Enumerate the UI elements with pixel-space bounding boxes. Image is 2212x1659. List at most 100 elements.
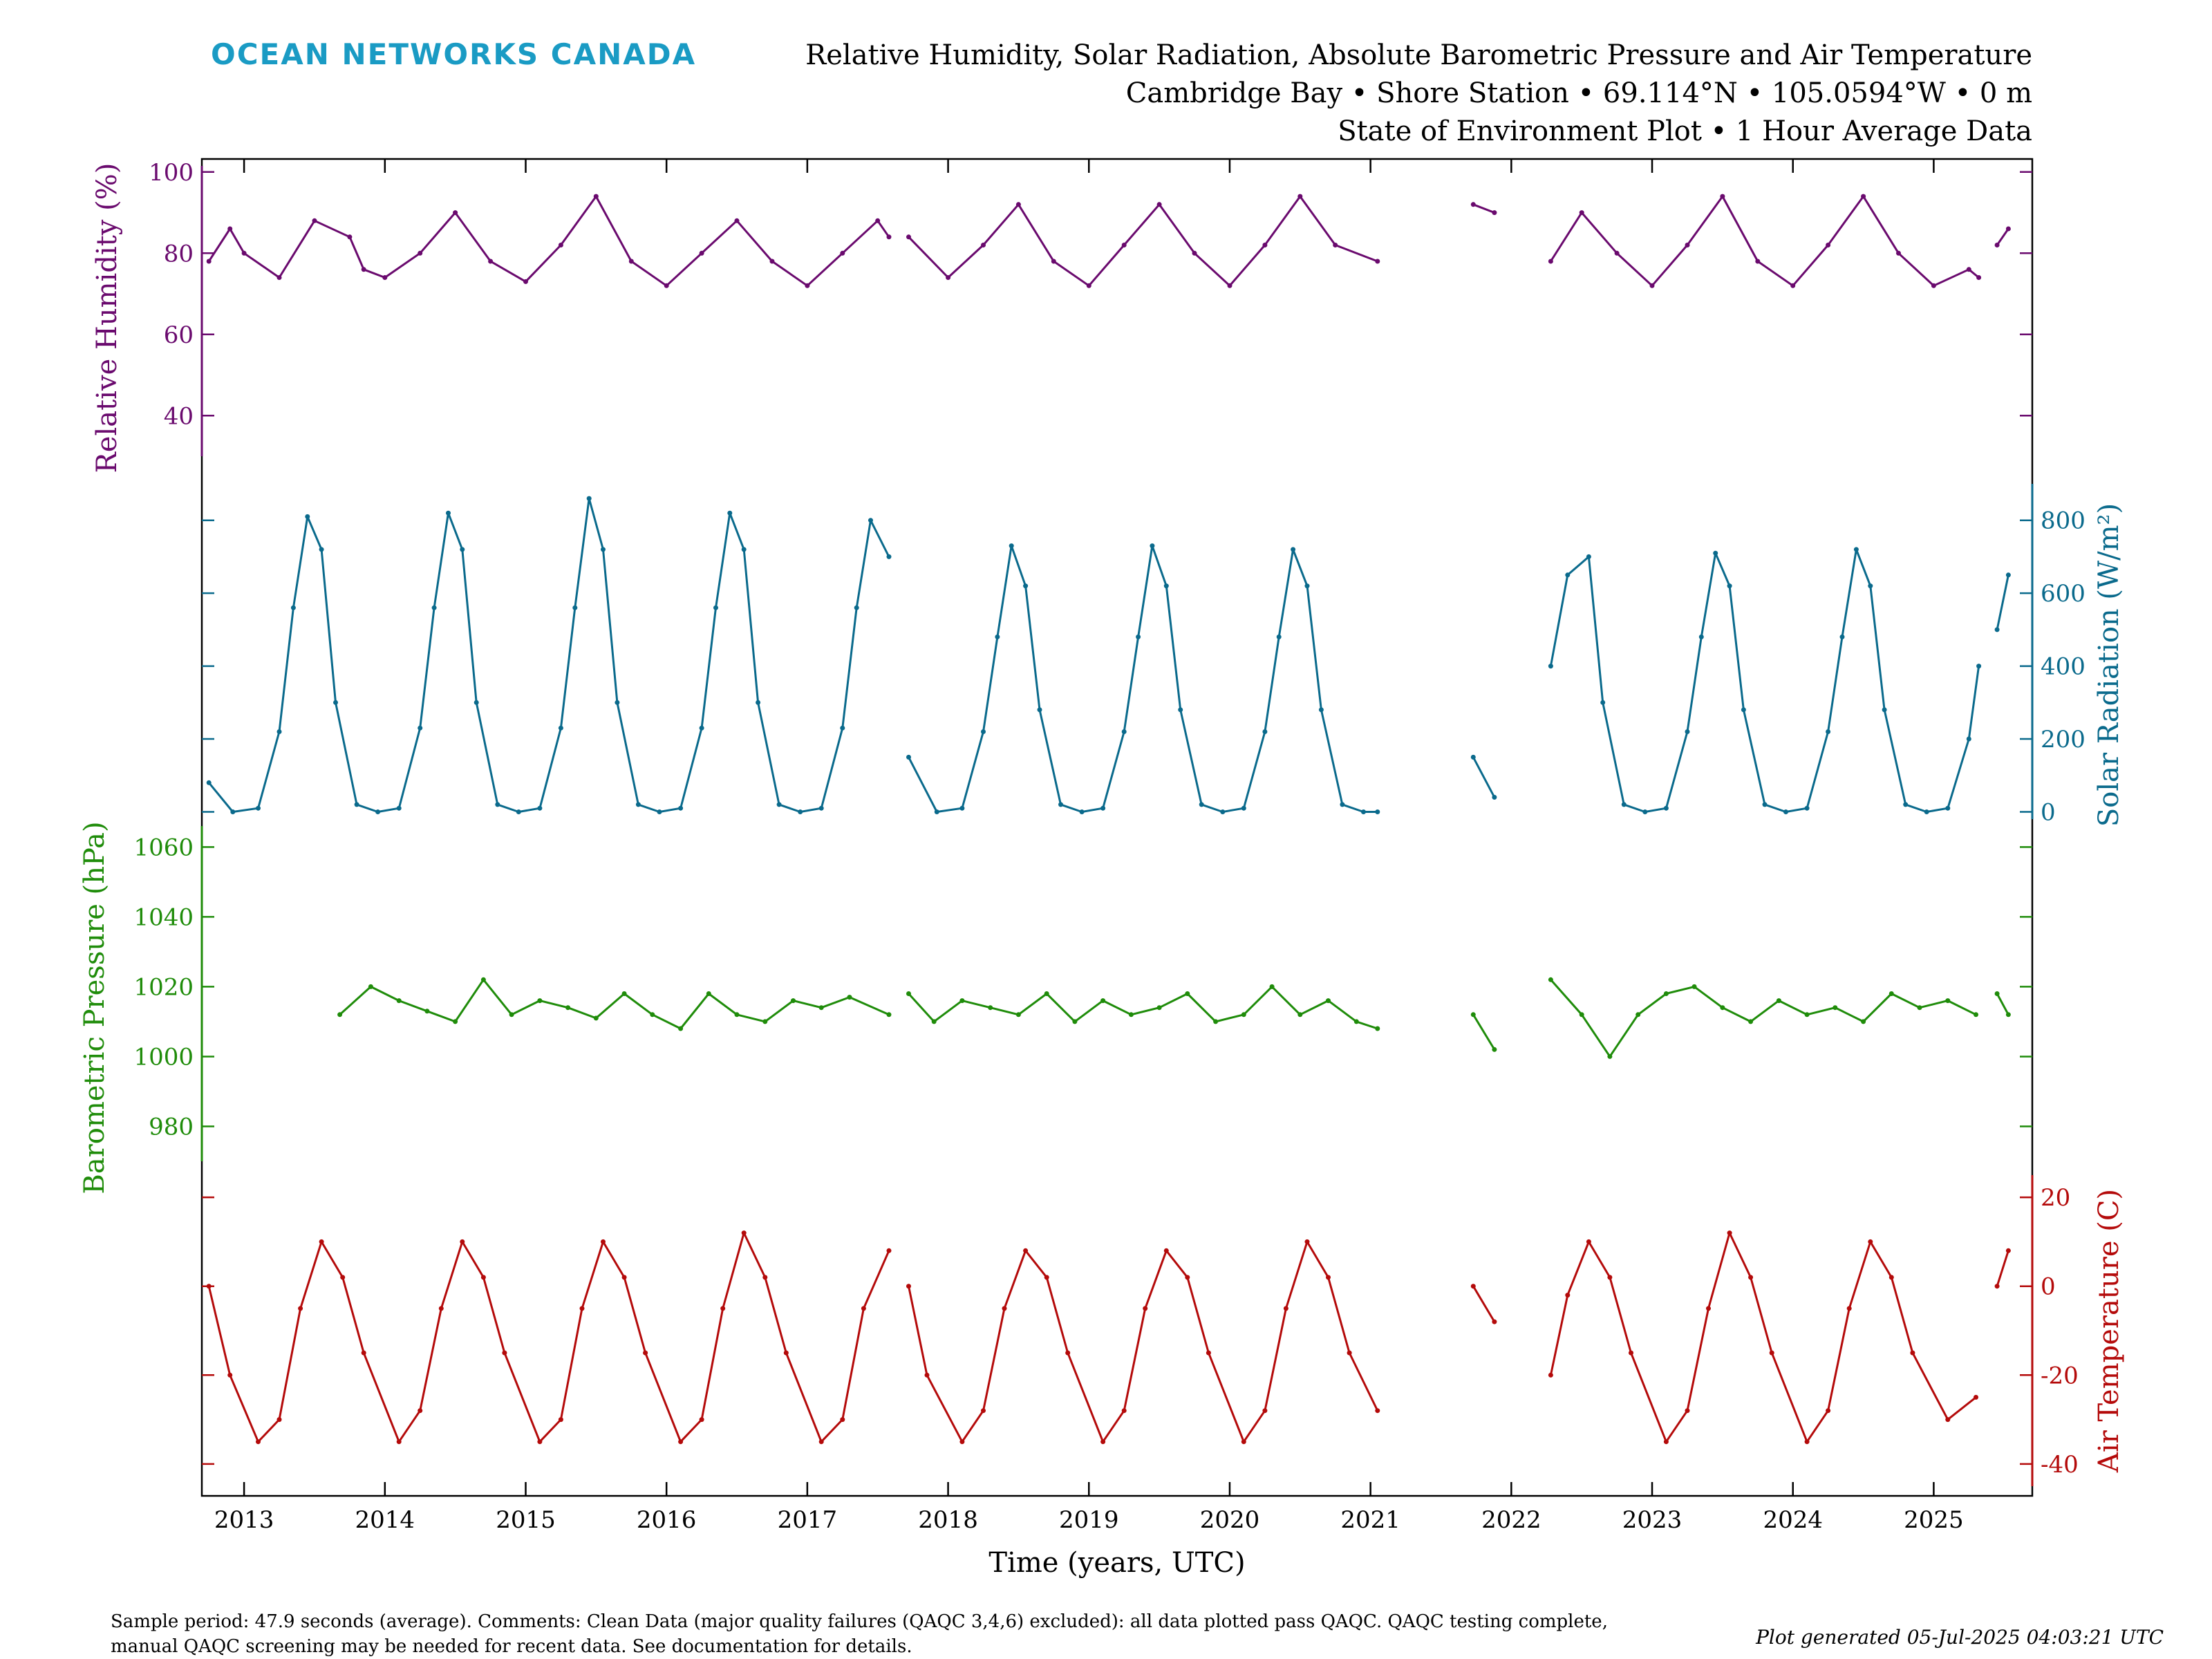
barometric-pressure-data-point — [1635, 1012, 1641, 1018]
barometric-pressure-data-point — [1663, 991, 1669, 996]
barometric-pressure-data-point — [1375, 1026, 1380, 1031]
barometric-pressure-data-point — [1269, 984, 1275, 989]
solar-radiation-data-point — [1727, 583, 1732, 589]
solar-radiation-data-point — [1304, 583, 1310, 589]
solar-radiation-data-point — [1136, 634, 1141, 639]
x-tick-label: 2018 — [918, 1506, 978, 1534]
solar-radiation-data-point — [1037, 707, 1042, 713]
solar-radiation-data-point — [1340, 802, 1345, 807]
air-temperature-data-point — [1326, 1275, 1331, 1280]
solar-radiation-data-point — [678, 805, 684, 811]
relative-humidity-data-point — [1649, 283, 1655, 288]
air-temperature-data-point — [1565, 1293, 1571, 1298]
barometric-pressure-data-point — [480, 977, 486, 982]
air-temperature-tick-label: 0 — [2041, 1273, 2056, 1301]
air-temperature-data-point — [886, 1248, 892, 1253]
barometric-pressure-data-point — [1776, 998, 1781, 1004]
solar-radiation-data-point — [586, 496, 592, 501]
solar-radiation-data-point — [601, 547, 606, 552]
relative-humidity-data-point — [382, 275, 388, 280]
air-temperature-data-point — [861, 1306, 866, 1311]
solar-radiation-data-point — [798, 809, 803, 814]
x-tick-label: 2024 — [1763, 1506, 1823, 1534]
chart-title-line-2: Cambridge Bay • Shore Station • 69.114°N… — [1126, 77, 2032, 109]
solar-radiation-data-point — [1882, 707, 1887, 713]
solar-radiation-data-point — [1121, 729, 1127, 734]
solar-radiation-data-point — [906, 754, 911, 760]
solar-radiation-data-point — [1685, 729, 1690, 734]
barometric-pressure-data-point — [959, 998, 965, 1004]
air-temperature-data-point — [227, 1372, 233, 1378]
air-temperature-data-point — [1706, 1306, 1711, 1311]
relative-humidity-data-point — [1086, 283, 1091, 288]
relative-humidity-data-point — [2005, 226, 2011, 232]
solar-radiation-data-point — [446, 510, 451, 516]
air-temperature-data-point — [298, 1306, 303, 1311]
relative-humidity-data-point — [1121, 243, 1127, 247]
barometric-pressure-data-point — [1861, 1019, 1866, 1024]
solar-radiation-tick-label: 600 — [2041, 580, 2086, 608]
air-temperature-data-point — [959, 1439, 965, 1445]
solar-radiation-data-point — [1976, 664, 1982, 669]
barometric-pressure-data-point — [1804, 1012, 1810, 1018]
barometric-pressure-tick-label: 1060 — [133, 834, 194, 861]
relative-humidity-data-point — [361, 267, 366, 272]
relative-humidity-data-point — [1720, 194, 1725, 199]
air-temperature-series-line — [207, 1232, 2009, 1443]
barometric-pressure-data-point — [886, 1012, 892, 1018]
relative-humidity-data-point — [1051, 259, 1056, 264]
barometric-pressure-data-point — [1353, 1019, 1359, 1024]
barometric-pressure-data-point — [1492, 1047, 1497, 1052]
solar-radiation-data-point — [276, 729, 282, 734]
series-layer — [206, 194, 2011, 1445]
barometric-pressure-series-line — [339, 978, 2009, 1058]
relative-humidity-series-line — [207, 195, 2009, 287]
barometric-pressure-axis-label: Barometric Pressure (hPa) — [79, 821, 111, 1194]
barometric-pressure-data-point — [1833, 1005, 1838, 1011]
solar-radiation-data-point — [657, 809, 662, 814]
air-temperature-data-point — [762, 1275, 768, 1280]
relative-humidity-data-point — [1470, 202, 1476, 207]
air-temperature-data-point — [1910, 1350, 1915, 1356]
barometric-pressure-data-point — [791, 998, 796, 1004]
solar-radiation-data-point — [981, 729, 986, 734]
air-temperature-data-point — [1262, 1408, 1268, 1414]
solar-radiation-tick-label: 0 — [2041, 798, 2056, 826]
air-temperature-data-point — [460, 1239, 465, 1244]
air-temperature-data-point — [818, 1439, 824, 1445]
barometric-pressure-data-point — [706, 991, 711, 996]
barometric-pressure-tick-label: 980 — [149, 1113, 194, 1141]
relative-humidity-data-point — [1333, 243, 1338, 247]
solar-radiation-data-point — [1826, 729, 1831, 734]
x-tick-label: 2015 — [496, 1506, 556, 1534]
relative-humidity-data-point — [523, 279, 528, 284]
solar-radiation-data-point — [1621, 802, 1627, 807]
solar-radiation-tick-label: 400 — [2041, 653, 2086, 681]
air-temperature-data-point — [438, 1306, 444, 1311]
barometric-pressure-data-point — [847, 995, 852, 1000]
air-temperature-data-point — [558, 1417, 563, 1423]
barometric-pressure-data-point — [537, 998, 543, 1004]
air-temperature-data-point — [783, 1350, 789, 1356]
barometric-pressure-data-point — [368, 984, 373, 989]
barometric-pressure-data-point — [337, 1012, 343, 1018]
barometric-pressure-data-point — [762, 1019, 768, 1024]
barometric-pressure-data-point — [1917, 1005, 1922, 1011]
brand-logo: OCEAN NETWORKS CANADA — [211, 37, 696, 71]
solar-radiation-data-point — [995, 634, 1000, 639]
barometric-pressure-data-point — [1974, 1012, 1978, 1018]
barometric-pressure-data-point — [621, 991, 627, 996]
solar-radiation-data-point — [1565, 572, 1571, 578]
solar-radiation-data-point — [516, 809, 521, 814]
relative-humidity-data-point — [1826, 243, 1831, 247]
solar-radiation-data-point — [1804, 805, 1810, 811]
solar-radiation-data-point — [1178, 707, 1183, 713]
footer-comment-line-1: Sample period: 47.9 seconds (average). C… — [111, 1611, 1608, 1632]
air-temperature-data-point — [1065, 1350, 1071, 1356]
relative-humidity-data-point — [886, 234, 892, 240]
solar-radiation-data-point — [305, 514, 310, 519]
barometric-pressure-data-point — [1185, 991, 1190, 996]
air-temperature-data-point — [1044, 1275, 1049, 1280]
relative-humidity-data-point — [488, 259, 494, 264]
